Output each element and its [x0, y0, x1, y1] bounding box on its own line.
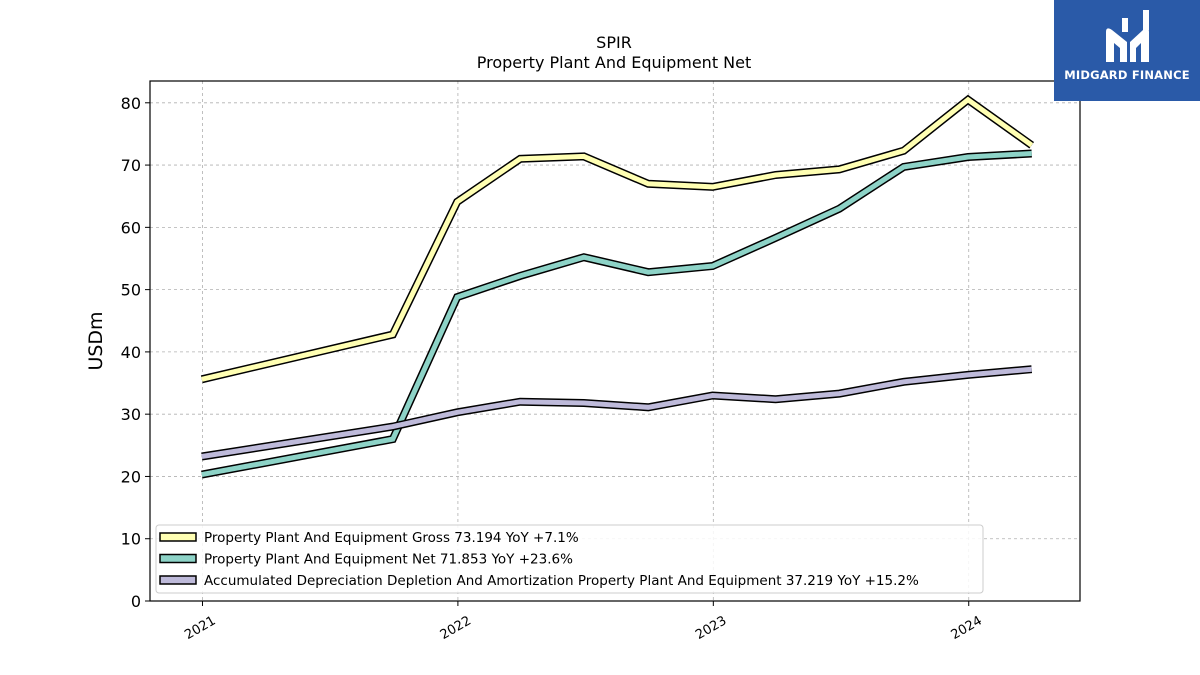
- chart-title: SPIR: [596, 33, 632, 52]
- y-axis-label: USDm: [85, 311, 107, 370]
- legend-label-3: Accumulated Depreciation Depletion And A…: [204, 573, 919, 589]
- series-line-outline-1: [200, 94, 1035, 384]
- x-tick-label: 2023: [693, 613, 729, 643]
- x-tick-label: 2021: [182, 613, 218, 643]
- legend-label-1: Property Plant And Equipment Gross 73.19…: [204, 530, 579, 546]
- y-tick-label: 10: [121, 530, 141, 549]
- series-line-1: [201, 96, 1034, 382]
- y-tick-label: 60: [121, 218, 141, 237]
- legend: Property Plant And Equipment Gross 73.19…: [155, 524, 984, 594]
- brand-logo: MIDGARD FINANCE: [1054, 0, 1200, 101]
- y-tick-label: 70: [121, 156, 141, 175]
- y-tick-label: 20: [121, 467, 141, 486]
- legend-swatch-2: [159, 553, 197, 564]
- legend-label-2: Property Plant And Equipment Net 71.853 …: [204, 552, 573, 568]
- y-tick-label: 30: [121, 405, 141, 424]
- chart-subtitle: Property Plant And Equipment Net: [477, 53, 752, 72]
- series-line-3: [201, 366, 1032, 459]
- legend-swatch-1: [159, 532, 197, 542]
- x-tick-label: 2024: [949, 613, 985, 643]
- y-tick-label: 0: [131, 592, 141, 611]
- legend-box: [155, 524, 984, 594]
- y-tick-label: 50: [121, 281, 141, 300]
- series-line-outline-2: [201, 149, 1032, 479]
- plot-area-frame: [149, 80, 1081, 602]
- series-line-2: [201, 151, 1032, 478]
- x-tick-label: 2022: [438, 613, 474, 643]
- y-tick-label: 40: [121, 343, 141, 362]
- midgard-logo-icon: [1106, 10, 1149, 62]
- series-lines: [200, 94, 1035, 479]
- y-tick-label: 80: [121, 94, 141, 113]
- legend-swatch-3: [159, 575, 197, 585]
- logo-text: MIDGARD FINANCE: [1064, 68, 1190, 82]
